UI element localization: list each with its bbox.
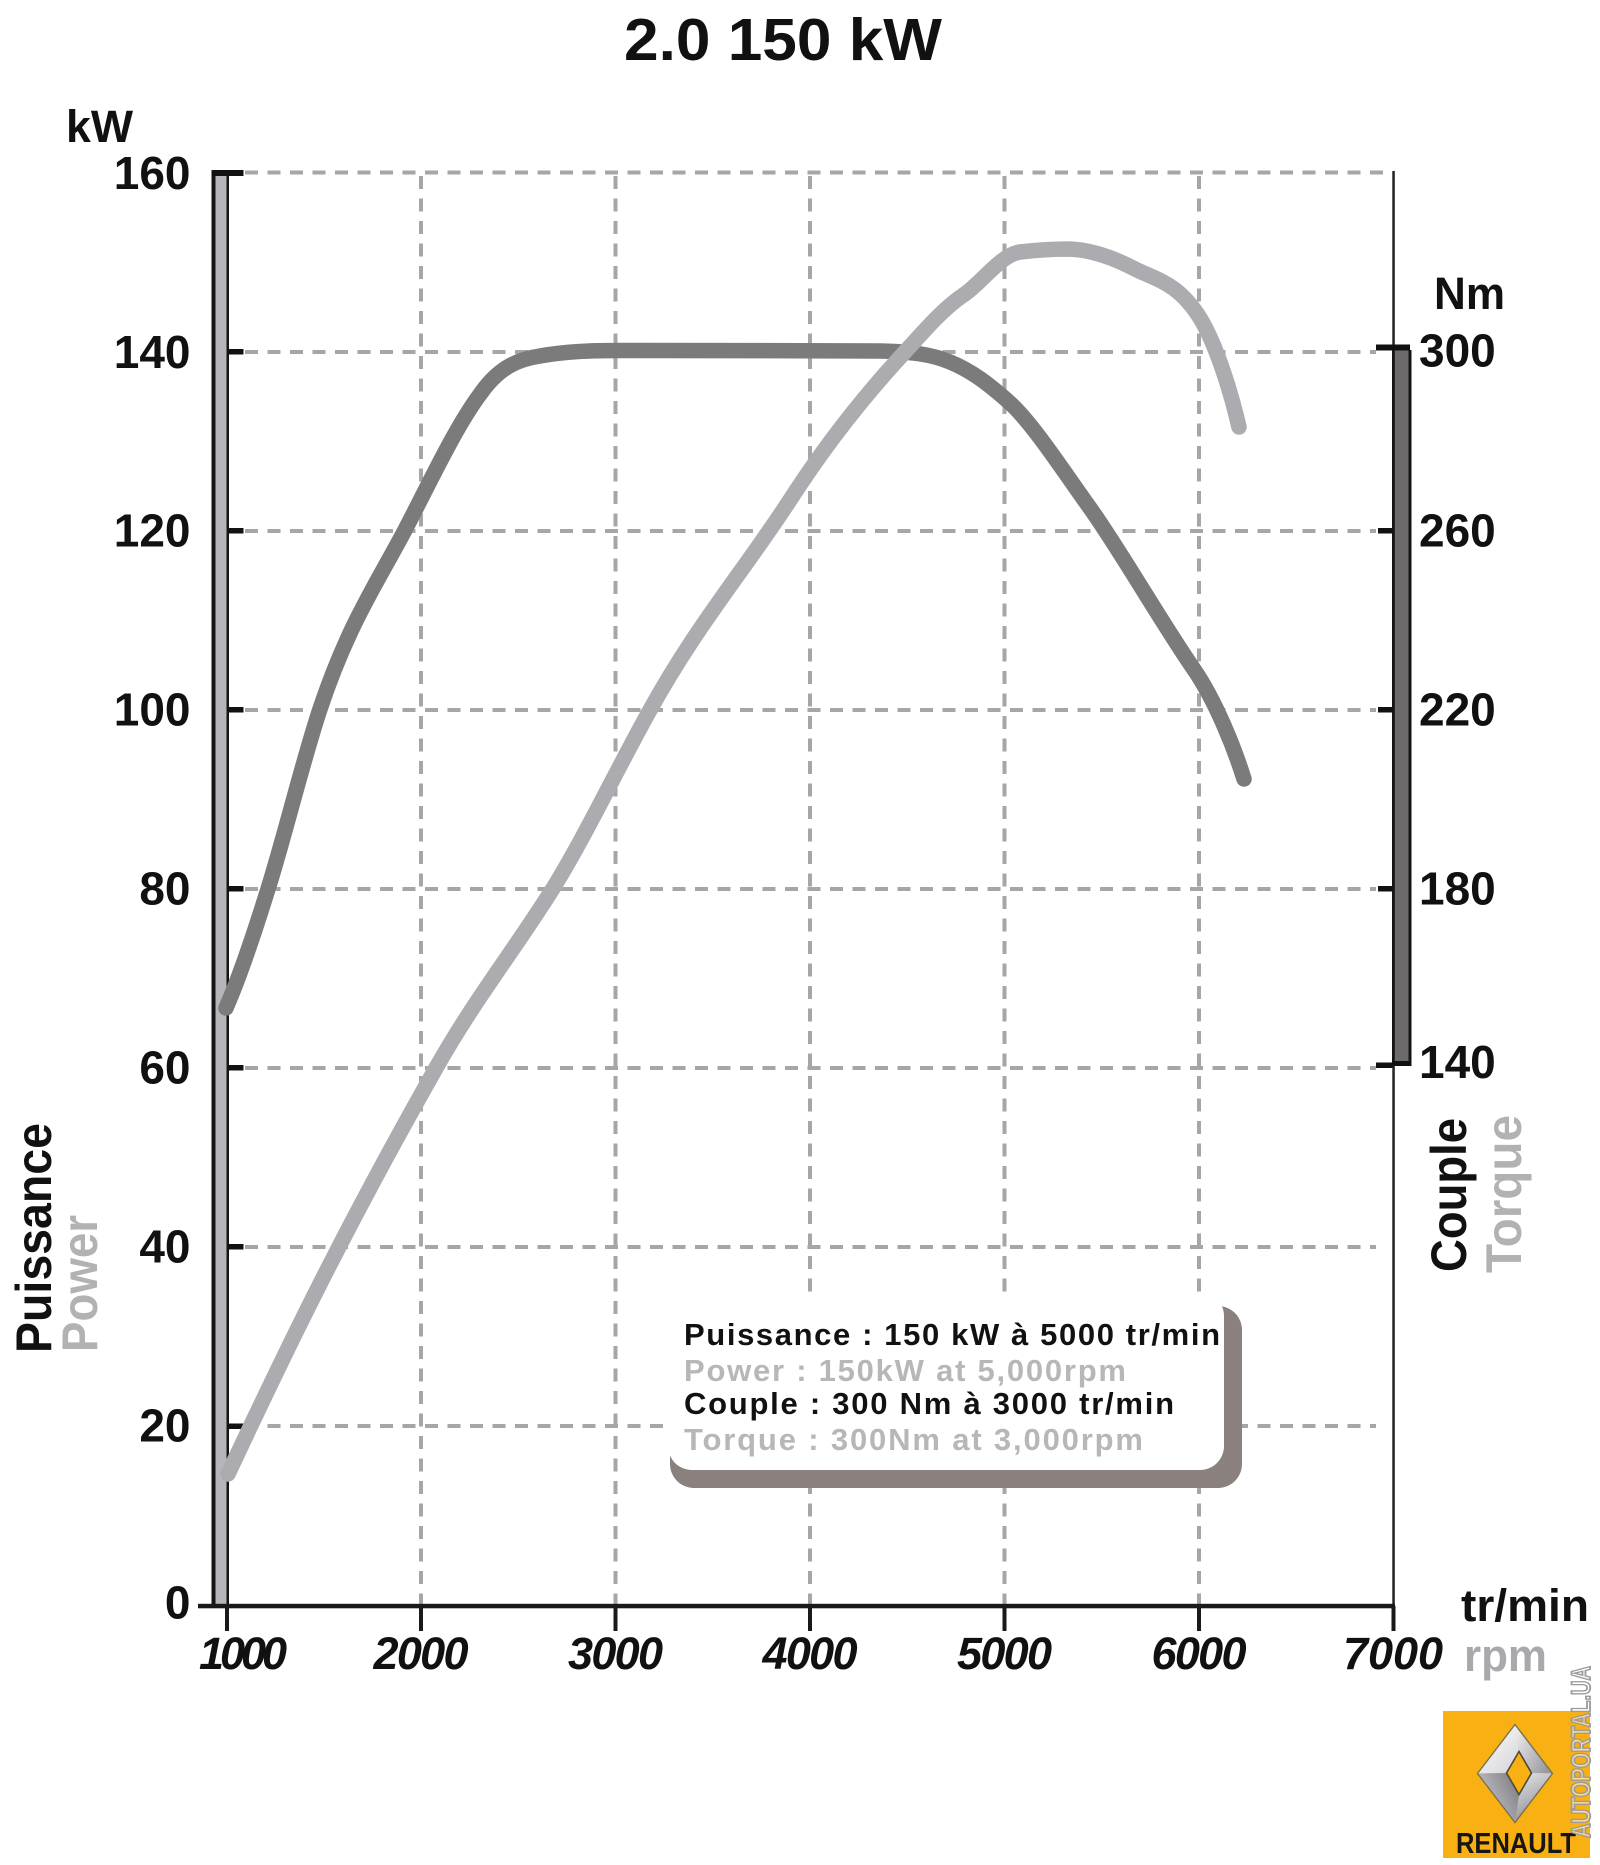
svg-text:rpm: rpm — [1464, 1630, 1547, 1681]
svg-text:20: 20 — [139, 1400, 190, 1452]
svg-text:Power: Power — [52, 1215, 108, 1352]
svg-text:80: 80 — [139, 863, 190, 915]
svg-text:40: 40 — [139, 1221, 190, 1273]
svg-text:300: 300 — [1419, 325, 1496, 377]
svg-text:Torque: Torque — [1476, 1115, 1532, 1273]
svg-text:Puissance : 150 kW à 5000 tr/m: Puissance : 150 kW à 5000 tr/min — [684, 1317, 1220, 1352]
svg-text:tr/min: tr/min — [1461, 1580, 1589, 1631]
svg-text:120: 120 — [114, 505, 191, 557]
svg-text:260: 260 — [1419, 505, 1496, 557]
svg-text:140: 140 — [1419, 1036, 1496, 1088]
svg-text:1000: 1000 — [199, 1628, 287, 1679]
svg-text:kW: kW — [66, 101, 134, 152]
svg-text:Couple: Couple — [1421, 1118, 1477, 1272]
svg-text:100: 100 — [114, 684, 191, 736]
svg-text:5000: 5000 — [957, 1628, 1052, 1679]
svg-text:3000: 3000 — [568, 1628, 663, 1679]
svg-text:Power : 150kW at 5,000rpm: Power : 150kW at 5,000rpm — [684, 1353, 1126, 1388]
svg-text:2.0 150 kW: 2.0 150 kW — [624, 7, 942, 73]
svg-text:60: 60 — [139, 1042, 190, 1094]
svg-text:140: 140 — [114, 326, 191, 378]
svg-text:Couple : 300 Nm à 3000 tr/min: Couple : 300 Nm à 3000 tr/min — [684, 1386, 1174, 1421]
svg-text:2000: 2000 — [373, 1628, 469, 1679]
svg-text:Nm: Nm — [1434, 268, 1505, 319]
svg-text:AUTOPORTAL.UA: AUTOPORTAL.UA — [1566, 1666, 1596, 1838]
svg-text:4000: 4000 — [762, 1628, 858, 1679]
svg-text:160: 160 — [114, 147, 191, 199]
svg-text:Puissance: Puissance — [6, 1123, 62, 1353]
svg-text:7000: 7000 — [1343, 1628, 1443, 1679]
svg-text:180: 180 — [1419, 863, 1496, 915]
svg-text:0: 0 — [165, 1577, 191, 1629]
svg-text:Torque : 300Nm at 3,000rpm: Torque : 300Nm at 3,000rpm — [684, 1422, 1143, 1457]
svg-text:RENAULT: RENAULT — [1456, 1828, 1576, 1860]
svg-text:220: 220 — [1419, 684, 1496, 736]
svg-text:6000: 6000 — [1152, 1628, 1247, 1679]
